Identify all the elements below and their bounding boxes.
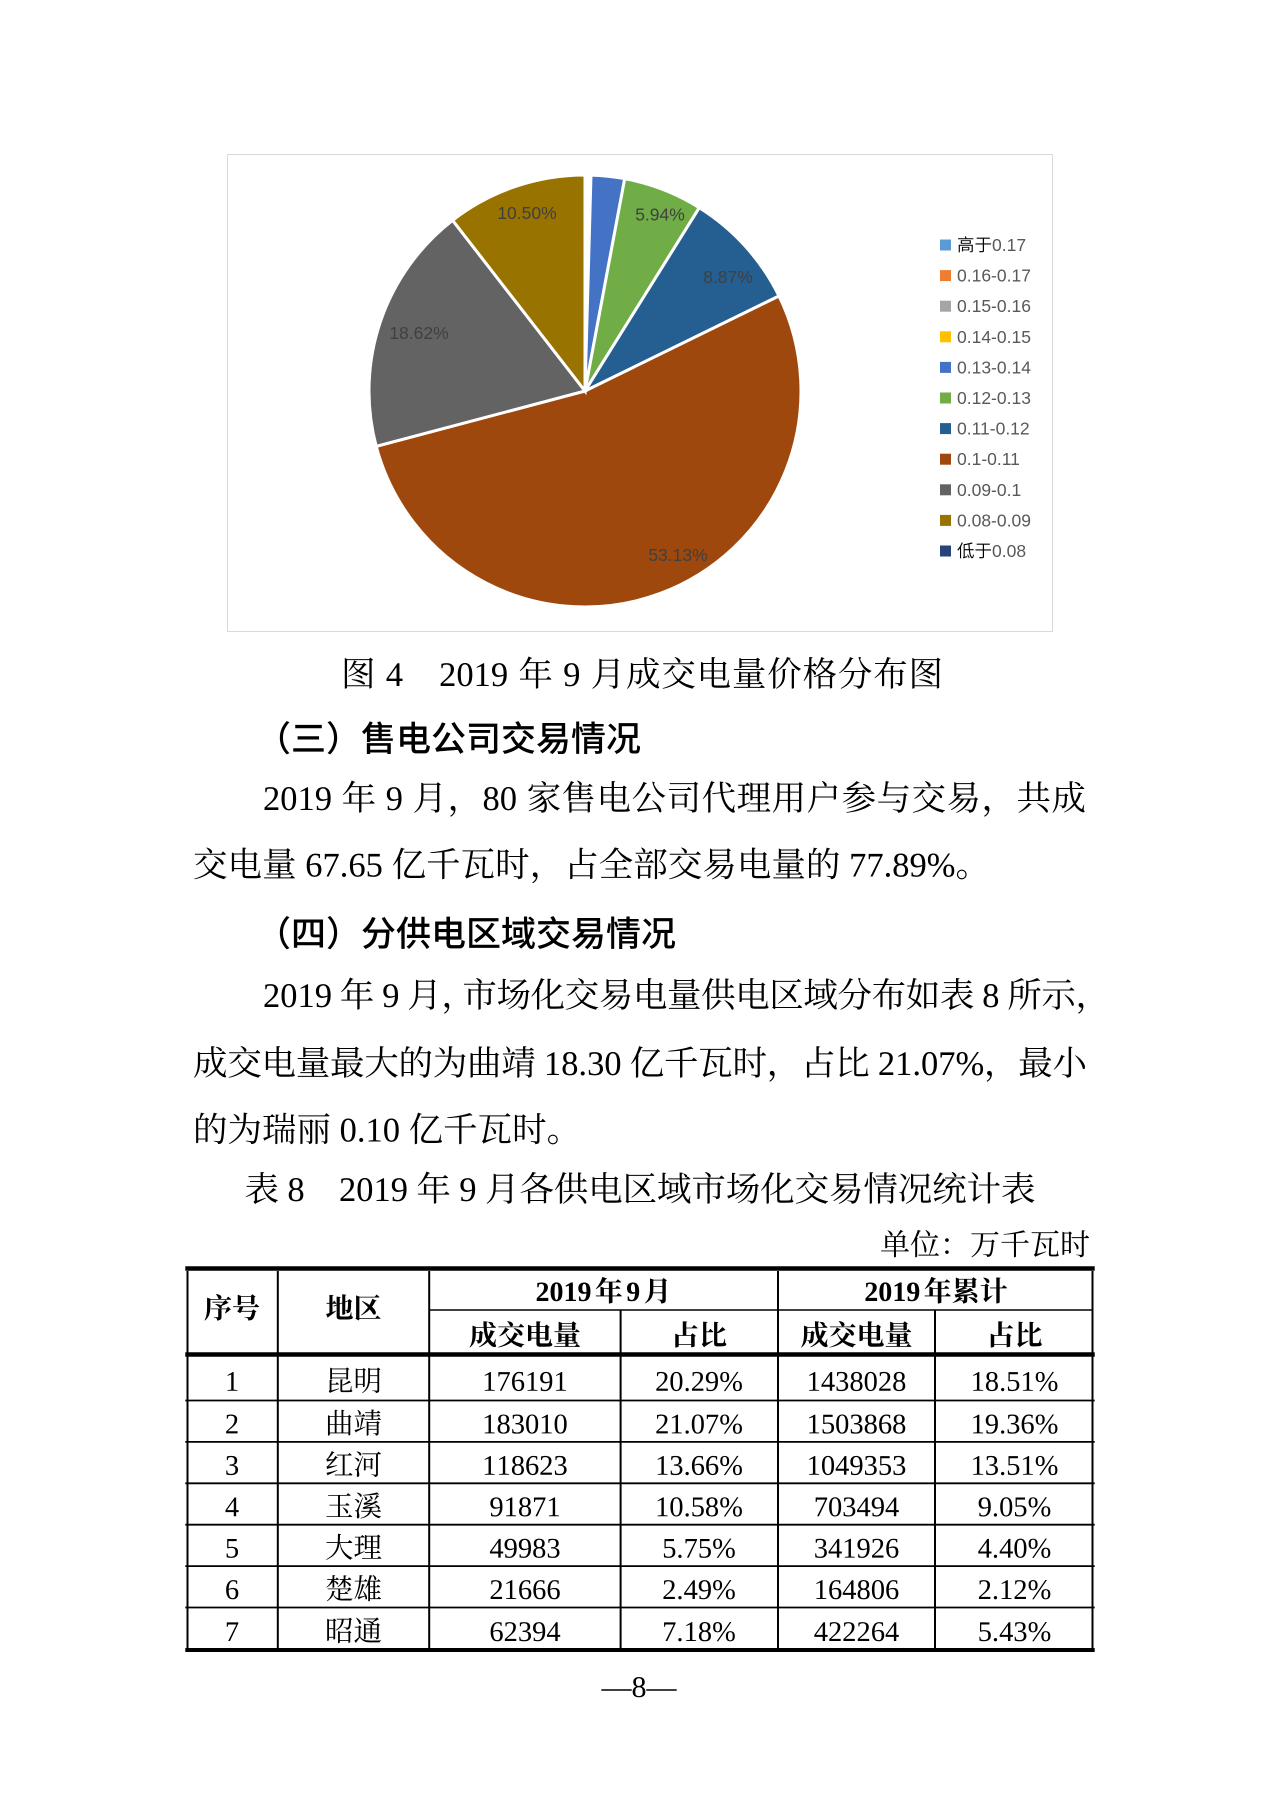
svg-text:0.08-0.09: 0.08-0.09	[957, 510, 1031, 530]
svg-text:0.11-0.12: 0.11-0.12	[957, 419, 1030, 439]
svg-text:0.17: 0.17	[992, 235, 1026, 255]
svg-text:5.94%: 5.94%	[635, 205, 685, 225]
svg-text:0.12-0.13: 0.12-0.13	[957, 388, 1031, 408]
svg-text:53.13%: 53.13%	[648, 545, 707, 565]
svg-text:18.62%: 18.62%	[389, 323, 448, 343]
svg-text:0.15-0.16: 0.15-0.16	[957, 296, 1031, 316]
svg-text:0.09-0.1: 0.09-0.1	[957, 480, 1021, 500]
svg-text:0.16-0.17: 0.16-0.17	[957, 266, 1031, 286]
svg-text:0.1-0.11: 0.1-0.11	[957, 449, 1020, 469]
svg-text:8.87%: 8.87%	[703, 267, 753, 287]
svg-text:0.13-0.14: 0.13-0.14	[957, 357, 1031, 377]
svg-text:10.50%: 10.50%	[497, 203, 556, 223]
svg-text:0.14-0.15: 0.14-0.15	[957, 327, 1031, 347]
svg-text:0.08: 0.08	[992, 541, 1026, 561]
